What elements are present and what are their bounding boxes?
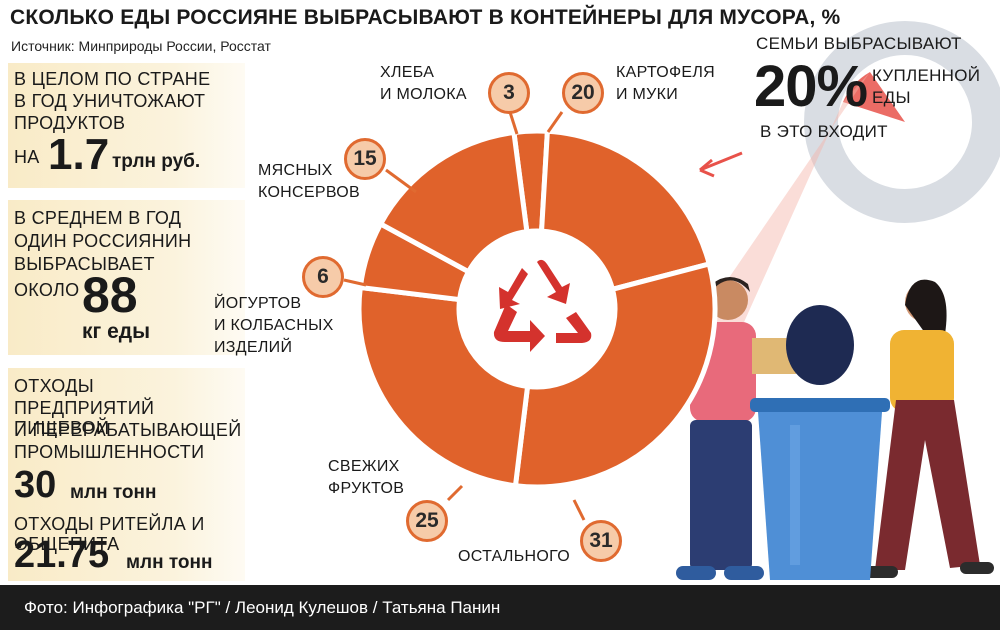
family-text: ЕДЫ [872, 88, 911, 107]
donut-hole [457, 229, 617, 389]
stat-unit: трлн руб. [112, 151, 201, 172]
family-text: СЕМЬИ ВЫБРАСЫВАЮТ [756, 34, 962, 53]
trash-bin-icon [750, 305, 890, 580]
panel-text: ПРОДУКТОВ [14, 113, 126, 133]
category-label: КАРТОФЕЛЯ И МУКИ [616, 62, 715, 106]
panel-text: ОТХОДЫ [14, 376, 94, 396]
ring-graphic [804, 21, 1000, 223]
panel-text: И ПЕРЕРАБАТЫВАЮЩЕЙ [14, 420, 242, 440]
stat-value: 30 [14, 464, 57, 506]
panel-text: НА [14, 147, 40, 167]
category-label: ХЛЕБА И МОЛОКА [380, 62, 467, 106]
family-value: 20% [754, 54, 868, 119]
value-bubble: 15 [344, 138, 386, 180]
label-line: И МУКИ [616, 86, 679, 103]
stat-unit: млн тонн [70, 482, 157, 503]
leader-line [385, 168, 417, 194]
leader-line [343, 278, 367, 287]
panel-text: ВЫБРАСЫВАЕТ [14, 254, 155, 274]
recycle-icon [493, 259, 592, 352]
stat-panel-per-person: В СРЕДНЕМ В ГОД ОДИН РОССИЯНИН ВЫБРАСЫВА… [8, 200, 245, 355]
label-line: ХЛЕБА [380, 64, 435, 81]
stat-unit: кг еды [82, 320, 151, 343]
arrow-head-icon [699, 158, 715, 178]
stat-panel-industry: ОТХОДЫ ПРЕДПРИЯТИЙ ПИЩЕВОЙ И ПЕРЕРАБАТЫВ… [8, 368, 245, 581]
value-bubble: 20 [562, 72, 604, 114]
value-bubble: 31 [580, 520, 622, 562]
panel-text: ПРЕДПРИЯТИЙ ПИЩЕВОЙ [14, 398, 155, 438]
panel-text: В ЦЕЛОМ ПО СТРАНЕ [14, 69, 211, 89]
label-line: ИЗДЕЛИЙ [214, 339, 293, 356]
panel-text: В СРЕДНЕМ В ГОД [14, 208, 182, 228]
stat-value: 88 [82, 267, 138, 323]
panel-text: ОТХОДЫ РИТЕЙЛА И ОБЩЕПИТА [14, 514, 205, 554]
page-title: СКОЛЬКО ЕДЫ РОССИЯНЕ ВЫБРАСЫВАЮТ В КОНТЕ… [10, 6, 841, 29]
label-line: И МОЛОКА [380, 86, 467, 103]
category-label: ОСТАЛЬНОГО [458, 546, 570, 568]
panel-text: ОДИН РОССИЯНИН [14, 231, 192, 251]
panel-text: В ГОД УНИЧТОЖАЮТ [14, 91, 206, 111]
photo-credit: Фото: Инфографика "РГ" / Леонид Кулешов … [0, 585, 1000, 630]
category-label: МЯСНЫХ КОНСЕРВОВ [258, 160, 360, 204]
leader-line [446, 484, 464, 502]
family-text: КУПЛЕННОЙ [872, 66, 981, 85]
label-line: ФРУКТОВ [328, 480, 405, 497]
pointer-arrow [699, 151, 743, 172]
ring-segment [843, 72, 905, 122]
stat-value: 1.7 [48, 130, 110, 179]
leader-line [572, 499, 586, 521]
donut-slices [356, 128, 718, 490]
family-text: В ЭТО ВХОДИТ [760, 122, 888, 141]
woman-figure [862, 279, 994, 578]
stat-panel-total: В ЦЕЛОМ ПО СТРАНЕ В ГОД УНИЧТОЖАЮТ ПРОДУ… [8, 63, 245, 188]
value-bubble: 6 [302, 256, 344, 298]
category-label: ЙОГУРТОВ И КОЛБАСНЫХ ИЗДЕЛИЙ [214, 293, 334, 359]
leader-line [546, 111, 564, 133]
value-bubble: 3 [488, 72, 530, 114]
stat-unit: млн тонн [126, 552, 213, 573]
label-line: СВЕЖИХ [328, 458, 400, 475]
panel-text: ПРОМЫШЛЕННОСТИ [14, 442, 205, 462]
leader-line [508, 111, 519, 135]
label-line: КОНСЕРВОВ [258, 184, 360, 201]
label-line: МЯСНЫХ [258, 162, 333, 179]
label-line: ЙОГУРТОВ [214, 295, 302, 312]
stat-value: 21.75 [14, 534, 110, 576]
label-line: ОСТАЛЬНОГО [458, 548, 570, 565]
value-bubble: 25 [406, 500, 448, 542]
panel-text: ОКОЛО [14, 280, 80, 300]
leader-lines [343, 111, 586, 521]
label-line: КАРТОФЕЛЯ [616, 64, 716, 81]
label-line: И КОЛБАСНЫХ [214, 317, 334, 334]
category-label: СВЕЖИХ ФРУКТОВ [328, 456, 404, 500]
source-note: Источник: Минприроды России, Росстат [11, 38, 271, 54]
